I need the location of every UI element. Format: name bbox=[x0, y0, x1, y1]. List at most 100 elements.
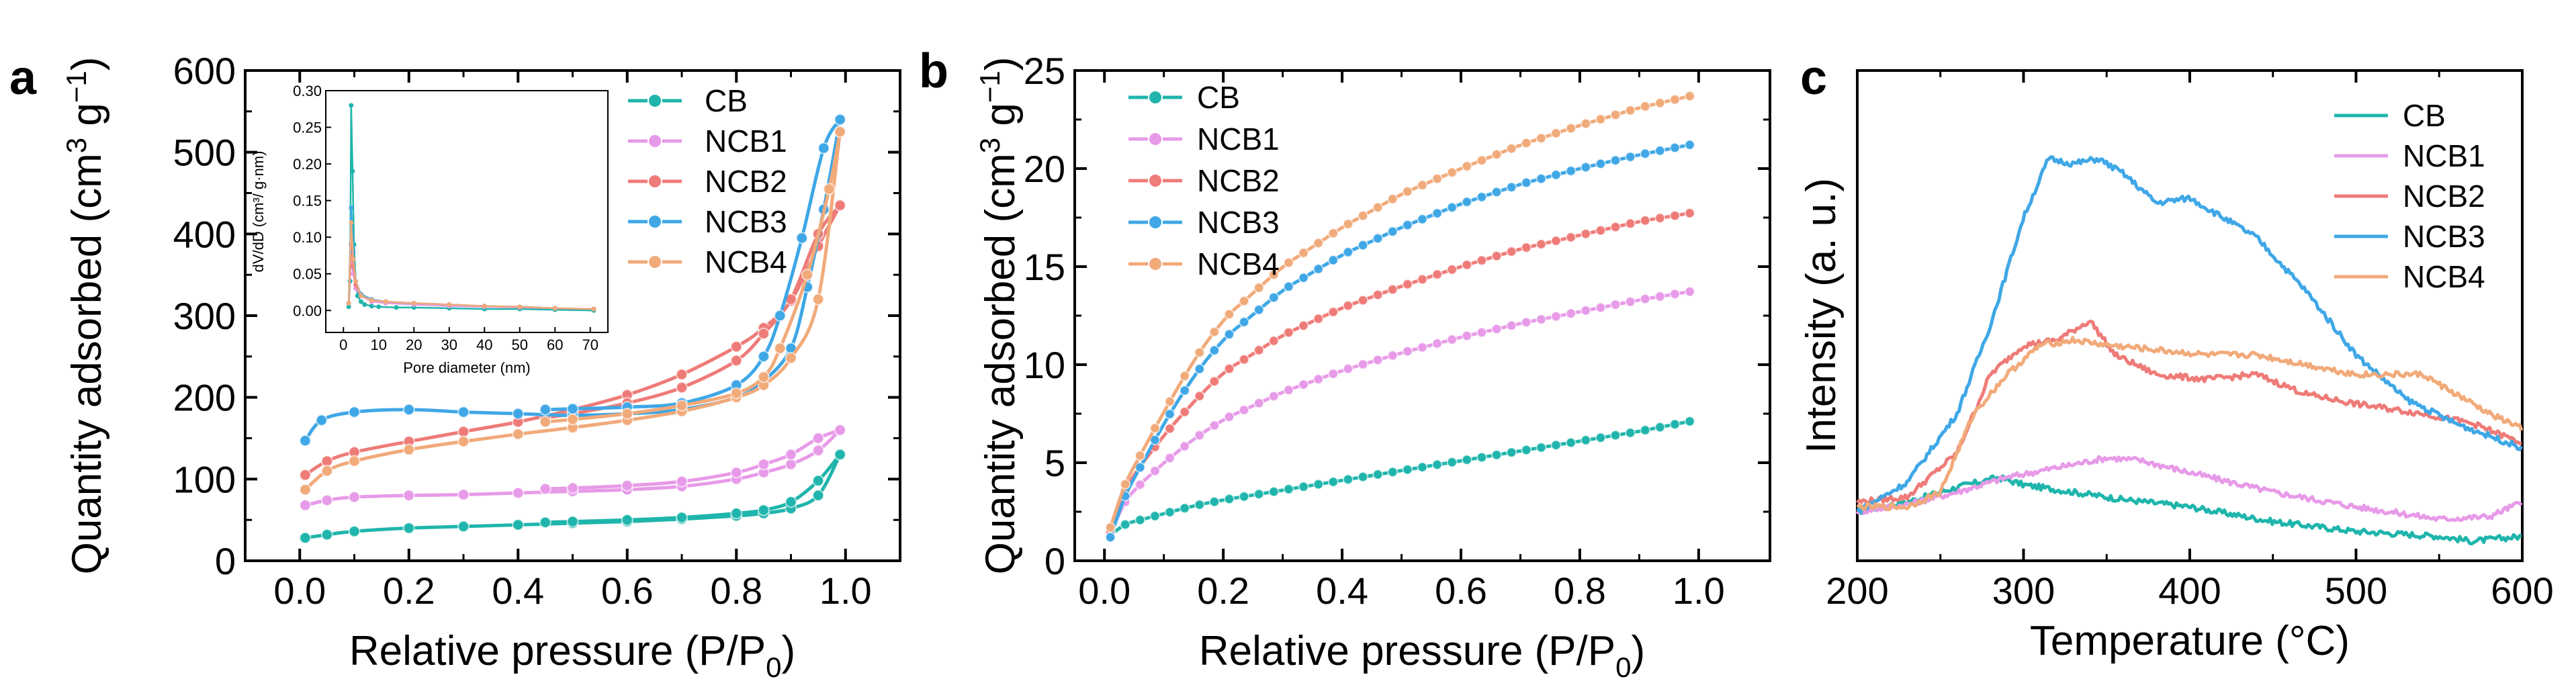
inset-point-ncb4 bbox=[383, 299, 388, 304]
data-point-ncb4 bbox=[1194, 347, 1205, 358]
data-point-ncb2 bbox=[320, 455, 333, 467]
data-point-ncb1 bbox=[785, 458, 797, 471]
data-point-ncb4 bbox=[1268, 269, 1280, 280]
data-point-cb bbox=[1224, 494, 1235, 505]
data-point-ncb2 bbox=[1491, 251, 1503, 262]
data-point-cb bbox=[1208, 496, 1220, 508]
legend-label-ncb4: NCB4 bbox=[2403, 259, 2485, 294]
data-point-ncb4 bbox=[1565, 123, 1576, 134]
data-point-ncb4 bbox=[402, 443, 415, 456]
data-point-cb bbox=[1536, 442, 1547, 453]
data-point-ncb3 bbox=[1476, 191, 1487, 203]
data-point-ncb4 bbox=[299, 484, 312, 496]
series-line-ncb1 bbox=[1108, 289, 1691, 535]
y-tick-label: 10 bbox=[1024, 344, 1065, 386]
series-line-ncb1 bbox=[1855, 455, 2523, 522]
data-point-ncb2 bbox=[1550, 235, 1562, 246]
data-point-ncb3 bbox=[1446, 201, 1458, 213]
data-point-ncb1 bbox=[512, 487, 525, 500]
data-point-ncb3 bbox=[539, 403, 551, 416]
data-point-ncb4 bbox=[676, 399, 688, 412]
y-tick-label: 5 bbox=[1045, 442, 1065, 484]
data-point-ncb2 bbox=[1372, 289, 1384, 301]
inset-point-cb bbox=[369, 304, 374, 309]
legend-label-ncb2: NCB2 bbox=[705, 164, 787, 199]
data-point-ncb1 bbox=[1610, 299, 1621, 310]
data-point-cb bbox=[1283, 484, 1294, 495]
data-point-ncb1 bbox=[348, 491, 361, 504]
legend-label-cb: CB bbox=[705, 83, 748, 118]
inset-x-tick-label: 70 bbox=[582, 336, 598, 353]
data-point-cb bbox=[402, 522, 415, 535]
data-point-ncb2 bbox=[1253, 345, 1265, 356]
panel-c-legend: CB NCB1 NCB2 NCB3 NCB4 bbox=[2334, 98, 2485, 294]
inset-point-ncb4 bbox=[353, 279, 359, 284]
inset-y-tick-label: 0.05 bbox=[293, 266, 322, 283]
data-point-cb bbox=[1654, 422, 1666, 433]
data-point-cb bbox=[1120, 518, 1131, 530]
inset-x-tick-label: 40 bbox=[476, 336, 492, 353]
data-point-ncb4 bbox=[1342, 218, 1353, 230]
data-point-ncb4 bbox=[834, 126, 846, 138]
data-point-ncb1 bbox=[1506, 320, 1517, 331]
data-point-ncb2 bbox=[1164, 423, 1175, 435]
data-point-ncb4 bbox=[1253, 282, 1265, 293]
data-point-ncb3 bbox=[1224, 328, 1235, 340]
panel-b-ylabel: Quantity adsorbed (cm3 g−1) bbox=[974, 57, 1024, 575]
data-point-ncb1 bbox=[1135, 479, 1146, 490]
legend-marker-ncb3 bbox=[648, 214, 662, 229]
data-point-ncb1 bbox=[730, 466, 743, 479]
data-point-cb bbox=[1194, 499, 1205, 510]
inset-series-line-ncb3 bbox=[347, 208, 594, 310]
panel-a-series bbox=[299, 113, 846, 544]
data-point-cb bbox=[730, 507, 743, 520]
data-point-cb bbox=[1135, 514, 1146, 526]
data-point-ncb4 bbox=[1461, 161, 1472, 172]
data-point-ncb1 bbox=[757, 458, 770, 471]
inset-x-tick-label: 30 bbox=[441, 336, 457, 353]
legend-label-ncb2: NCB2 bbox=[2403, 179, 2485, 214]
data-point-ncb3 bbox=[1610, 154, 1621, 166]
data-point-ncb2 bbox=[1239, 354, 1250, 365]
data-point-ncb3 bbox=[1625, 151, 1636, 163]
legend-marker-ncb1 bbox=[1148, 132, 1163, 146]
inset-frame bbox=[325, 90, 609, 333]
data-point-ncb3 bbox=[1179, 385, 1190, 396]
inset-point-cb bbox=[346, 304, 351, 310]
inset-point-ncb4 bbox=[482, 304, 487, 309]
data-point-ncb2 bbox=[1208, 375, 1220, 387]
data-point-ncb1 bbox=[834, 424, 846, 437]
legend-marker-ncb4 bbox=[1148, 257, 1163, 271]
data-point-ncb2 bbox=[676, 368, 688, 381]
data-point-ncb4 bbox=[512, 428, 525, 441]
data-point-ncb3 bbox=[1164, 408, 1175, 420]
data-point-ncb1 bbox=[1417, 342, 1428, 353]
data-point-cb bbox=[1625, 427, 1636, 439]
inset-point-cb bbox=[359, 299, 363, 304]
x-tick-label: 0.6 bbox=[1435, 570, 1487, 612]
data-point-ncb4 bbox=[1417, 179, 1428, 191]
data-point-ncb3 bbox=[1358, 240, 1369, 251]
panel-c-letter: c bbox=[1800, 51, 1827, 105]
data-point-cb bbox=[1402, 464, 1413, 475]
data-point-ncb2 bbox=[1358, 295, 1369, 306]
data-point-ncb2 bbox=[1625, 218, 1636, 229]
inset-point-ncb4 bbox=[411, 300, 416, 306]
panel-b-legend: CB NCB1 NCB2 NCB3 NCB4 bbox=[1128, 80, 1280, 281]
data-point-ncb4 bbox=[1669, 94, 1681, 105]
data-point-ncb3 bbox=[512, 408, 525, 420]
x-tick-label: 0.6 bbox=[601, 570, 654, 612]
legend-marker-cb bbox=[648, 93, 662, 108]
data-point-cb bbox=[320, 529, 333, 541]
data-point-ncb4 bbox=[1491, 148, 1503, 160]
data-point-ncb4 bbox=[320, 465, 333, 477]
panel-b-letter: b bbox=[919, 44, 948, 98]
data-point-ncb1 bbox=[1298, 379, 1309, 390]
x-tick-label: 0.0 bbox=[1078, 570, 1130, 612]
data-point-ncb1 bbox=[1372, 354, 1384, 365]
panel-c-xlabel: Temperature (°C) bbox=[2030, 618, 2350, 664]
data-point-ncb3 bbox=[457, 406, 470, 418]
legend-label-ncb3: NCB3 bbox=[705, 204, 787, 239]
inset-y-tick-label: 0.10 bbox=[293, 229, 322, 246]
data-point-cb bbox=[1372, 469, 1384, 480]
